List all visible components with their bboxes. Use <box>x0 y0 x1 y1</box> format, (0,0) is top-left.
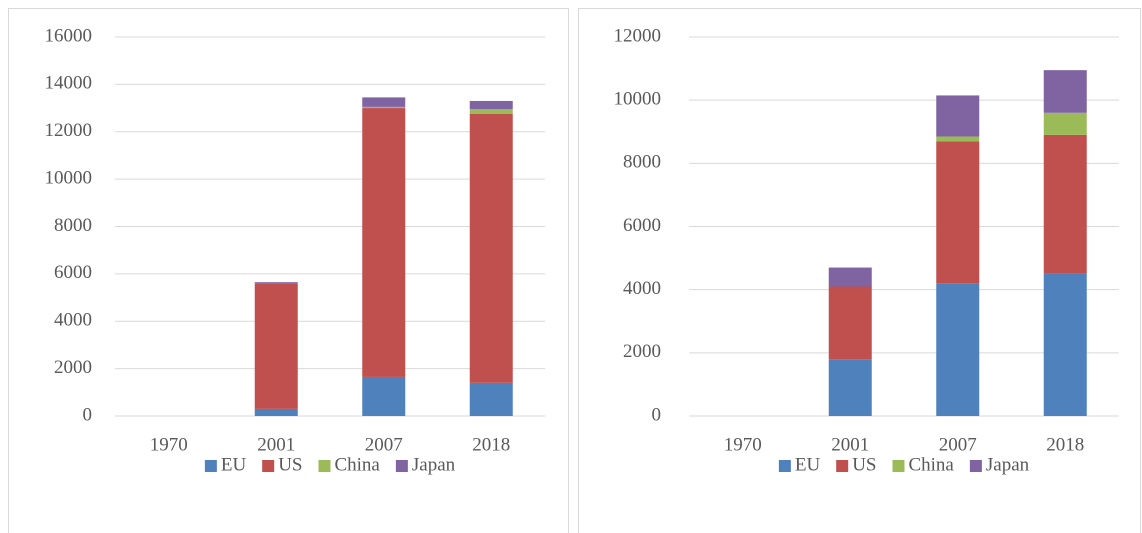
x-tick-label: 2007 <box>939 434 977 455</box>
y-tick-label: 6000 <box>623 215 661 236</box>
y-tick-label: 14000 <box>45 73 93 94</box>
legend-label: China <box>908 454 954 475</box>
y-tick-label: 4000 <box>623 278 661 299</box>
x-tick-label: 2018 <box>1046 434 1084 455</box>
legend-label: EU <box>221 454 247 475</box>
y-tick-label: 16000 <box>45 25 93 46</box>
bar-segment <box>1043 273 1087 416</box>
legend-swatch <box>892 460 905 472</box>
legend-label: Japan <box>986 454 1030 475</box>
legend-swatch <box>395 460 408 472</box>
bar-segment <box>828 267 872 287</box>
y-tick-label: 10000 <box>45 167 93 188</box>
y-tick-label: 12000 <box>614 25 662 46</box>
x-tick-label: 1970 <box>724 434 762 455</box>
bar-segment <box>362 106 406 109</box>
bar-segment <box>1043 112 1087 135</box>
bar-segment <box>1043 134 1087 274</box>
bar-segment <box>362 97 406 107</box>
bar-segment <box>469 100 513 110</box>
x-tick-label: 2001 <box>257 434 295 455</box>
bar-segment <box>936 95 980 137</box>
legend-swatch <box>969 460 982 472</box>
y-tick-label: 2000 <box>54 357 92 378</box>
x-tick-label: 2001 <box>831 434 869 455</box>
bar-segment <box>1043 70 1087 113</box>
bar-segment <box>254 283 298 409</box>
legend-swatch <box>262 460 275 472</box>
bar-segment <box>254 408 298 416</box>
legend-label: EU <box>795 454 821 475</box>
panel-right <box>578 8 1141 533</box>
y-tick-label: 4000 <box>54 310 92 331</box>
bar-segment <box>254 282 298 284</box>
y-tick-label: 8000 <box>623 152 661 173</box>
bar-segment <box>469 113 513 383</box>
legend-label: US <box>852 454 876 475</box>
bar-segment <box>936 283 980 416</box>
y-tick-label: 12000 <box>45 120 93 141</box>
bar-segment <box>469 109 513 114</box>
legend-label: Japan <box>412 454 456 475</box>
legend-swatch <box>204 460 217 472</box>
y-tick-label: 10000 <box>614 89 662 110</box>
y-tick-label: 0 <box>83 404 93 425</box>
legend-swatch <box>836 460 849 472</box>
y-tick-label: 8000 <box>54 215 92 236</box>
y-tick-label: 2000 <box>623 341 661 362</box>
bar-segment <box>828 359 872 416</box>
legend-swatch <box>778 460 791 472</box>
x-tick-label: 1970 <box>150 434 188 455</box>
bar-segment <box>362 376 406 416</box>
bar-segment <box>936 136 980 142</box>
bar-segment <box>936 141 980 284</box>
y-tick-label: 6000 <box>54 262 92 283</box>
x-tick-label: 2007 <box>365 434 403 455</box>
y-tick-label: 0 <box>652 404 662 425</box>
panel-left <box>8 8 569 533</box>
x-tick-label: 2018 <box>472 434 510 455</box>
legend-swatch <box>318 460 331 472</box>
legend-label: US <box>278 454 302 475</box>
bar-segment <box>362 108 406 377</box>
bar-segment <box>469 382 513 416</box>
bar-segment <box>828 286 872 360</box>
legend-label: China <box>334 454 380 475</box>
